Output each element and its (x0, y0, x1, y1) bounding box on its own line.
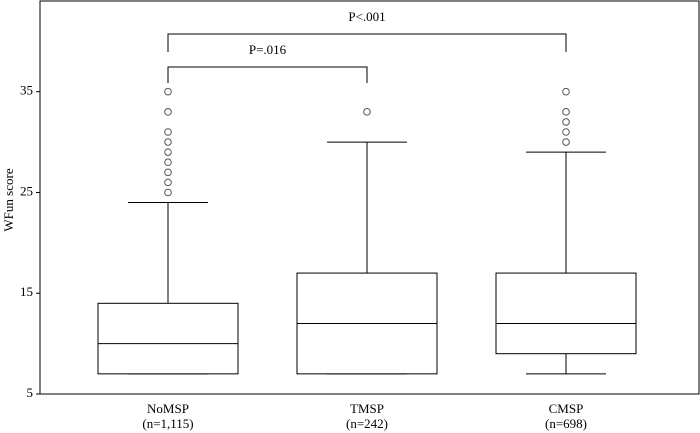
x-tick-sublabel: (n=1,115) (142, 416, 193, 431)
outlier (562, 87, 570, 96)
y-tick-label: 5 (27, 385, 34, 400)
x-tick-sublabel: (n=242) (346, 416, 388, 431)
box (97, 302, 239, 375)
box (495, 272, 637, 355)
plot-frame (39, 0, 700, 395)
outlier (164, 168, 172, 177)
outlier (164, 108, 172, 116)
outlier (164, 188, 172, 197)
significance-label: P=.016 (249, 42, 287, 57)
y-tick-label: 25 (20, 183, 33, 198)
outlier (164, 128, 172, 136)
x-tick-sublabel: (n=698) (545, 416, 587, 431)
outlier (562, 138, 570, 146)
x-tick-label: NoMSP (147, 401, 189, 416)
outlier (363, 108, 371, 116)
significance-label: P<.001 (348, 9, 385, 24)
significance-bracket (167, 66, 368, 83)
outlier (164, 148, 172, 156)
y-tick-label: 35 (20, 83, 33, 98)
y-tick-label: 15 (20, 284, 33, 299)
outlier (164, 158, 172, 167)
significance-bracket (167, 33, 567, 52)
x-tick-label: TMSP (350, 401, 384, 416)
outlier (164, 178, 172, 187)
outlier (562, 118, 570, 126)
y-axis-label: WFun score (1, 168, 16, 231)
outlier (164, 138, 172, 146)
outlier (562, 108, 570, 116)
outlier (562, 128, 570, 136)
x-tick-label: CMSP (549, 401, 584, 416)
outlier (164, 87, 172, 96)
